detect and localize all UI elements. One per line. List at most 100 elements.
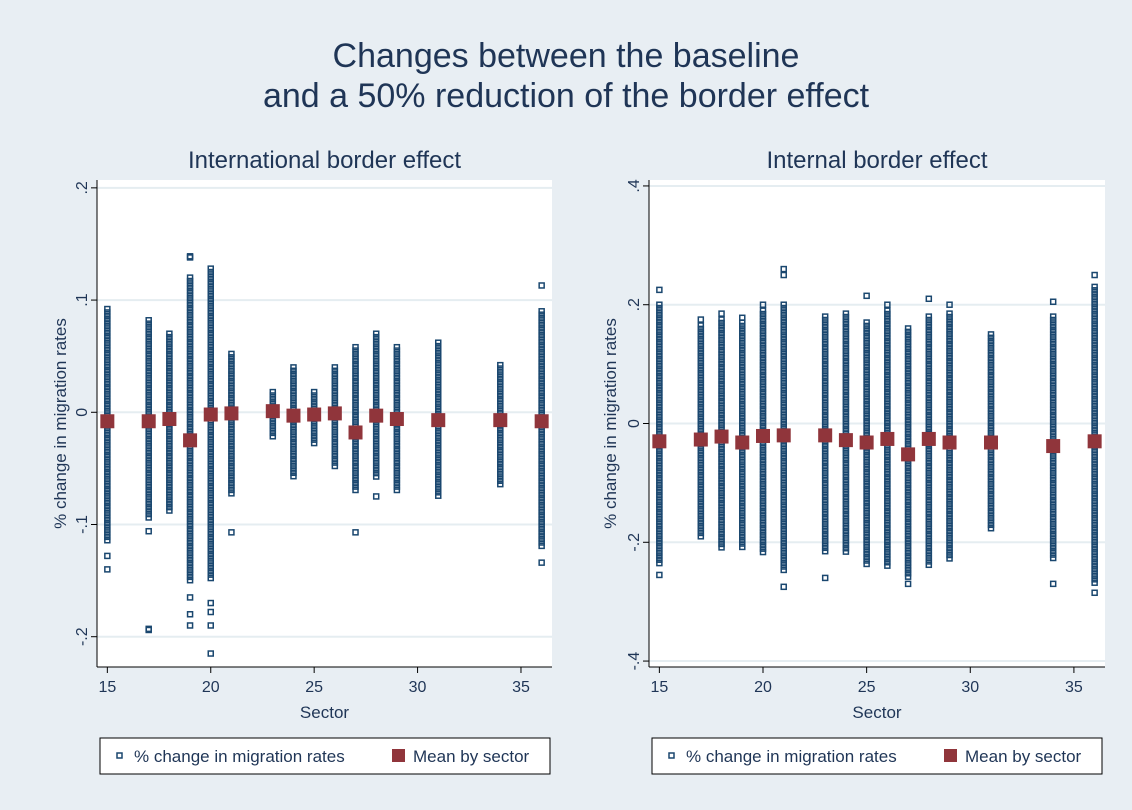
scatter-point xyxy=(863,411,870,418)
scatter-point xyxy=(697,495,705,503)
scatter-point xyxy=(497,477,504,484)
scatter-point xyxy=(352,456,359,463)
scatter-point xyxy=(718,404,725,412)
scatter-point xyxy=(1091,484,1098,491)
scatter-point xyxy=(1049,517,1057,524)
scatter-point xyxy=(207,353,214,361)
scatter-point xyxy=(697,400,705,407)
scatter-point xyxy=(1049,381,1057,388)
scatter-point xyxy=(987,351,995,359)
scatter-point xyxy=(207,336,214,344)
scatter-point xyxy=(145,395,152,402)
scatter-point xyxy=(821,520,829,528)
scatter-point xyxy=(759,545,767,552)
scatter-point xyxy=(925,371,933,378)
scatter-point xyxy=(946,510,953,518)
scatter-point xyxy=(863,332,870,340)
scatter-point xyxy=(104,397,111,405)
scatter-point xyxy=(186,304,194,312)
scatter-point xyxy=(821,340,829,348)
scatter-point xyxy=(207,540,214,548)
scatter-point xyxy=(759,392,767,399)
scatter-point xyxy=(884,562,891,569)
scatter-point xyxy=(1091,565,1098,573)
scatter-point xyxy=(207,469,214,476)
scatter-point xyxy=(718,323,725,330)
scatter-point xyxy=(884,542,891,549)
scatter-point xyxy=(884,474,891,481)
mean-point xyxy=(859,435,874,450)
scatter-point xyxy=(821,456,829,463)
scatter-point xyxy=(1091,351,1098,359)
scatter-point xyxy=(145,429,152,436)
scatter-point xyxy=(497,368,504,376)
scatter-point xyxy=(987,395,995,403)
scatter-point xyxy=(1091,494,1098,501)
mean-point xyxy=(431,413,446,428)
scatter-point xyxy=(884,508,891,515)
scatter-point xyxy=(228,391,235,398)
scatter-point xyxy=(656,471,663,478)
scatter-point xyxy=(186,594,194,601)
scatter-point xyxy=(987,456,995,464)
scatter-point xyxy=(987,460,995,467)
scatter-point xyxy=(372,449,380,456)
scatter-point xyxy=(538,518,545,526)
mean-point xyxy=(880,431,895,446)
scatter-point xyxy=(925,476,933,484)
scatter-point xyxy=(186,542,194,550)
scatter-point xyxy=(207,312,214,320)
scatter-point xyxy=(207,289,214,296)
scatter-point xyxy=(739,458,746,466)
scatter-point xyxy=(780,471,787,478)
scatter-point xyxy=(904,342,912,349)
scatter-point xyxy=(884,385,891,393)
scatter-point xyxy=(166,330,173,337)
legend-label-mean: Mean by sector xyxy=(413,747,530,766)
scatter-point xyxy=(821,445,829,453)
scatter-point xyxy=(821,313,829,320)
mean-point xyxy=(984,435,998,450)
scatter-point xyxy=(352,343,359,351)
scatter-point xyxy=(186,318,194,326)
scatter-point xyxy=(946,493,953,501)
scatter-point xyxy=(497,457,504,464)
scatter-point xyxy=(884,559,891,566)
scatter-point xyxy=(310,388,318,396)
scatter-point xyxy=(207,275,214,283)
scatter-point xyxy=(925,337,933,344)
scatter-point xyxy=(1091,416,1098,423)
scatter-point xyxy=(166,432,173,439)
scatter-point xyxy=(884,344,891,352)
scatter-point xyxy=(538,474,545,482)
scatter-point xyxy=(863,536,870,544)
scatter-point xyxy=(145,330,152,338)
scatter-point xyxy=(207,380,214,388)
scatter-point xyxy=(104,523,111,530)
scatter-point xyxy=(104,513,111,520)
scatter-point xyxy=(759,450,767,457)
figure-title-line1: Changes between the baseline xyxy=(333,37,800,75)
scatter-point xyxy=(904,325,912,332)
scatter-point xyxy=(987,467,995,474)
scatter-point xyxy=(290,421,297,429)
scatter-point xyxy=(946,361,953,368)
scatter-point xyxy=(145,385,152,392)
scatter-point xyxy=(656,549,663,557)
scatter-point xyxy=(759,365,767,372)
scatter-point xyxy=(166,507,173,514)
scatter-point xyxy=(780,386,787,393)
scatter-point xyxy=(166,347,173,354)
scatter-point xyxy=(497,378,504,386)
scatter-point xyxy=(207,465,214,473)
scatter-point xyxy=(1049,527,1057,535)
scatter-point xyxy=(538,321,545,329)
scatter-point xyxy=(290,449,297,456)
scatter-point xyxy=(718,394,725,402)
scatter-point xyxy=(821,377,829,385)
scatter-point xyxy=(228,377,235,385)
scatter-point xyxy=(697,533,705,540)
scatter-point xyxy=(884,494,891,501)
scatter-point xyxy=(372,432,380,439)
scatter-point xyxy=(925,541,933,548)
